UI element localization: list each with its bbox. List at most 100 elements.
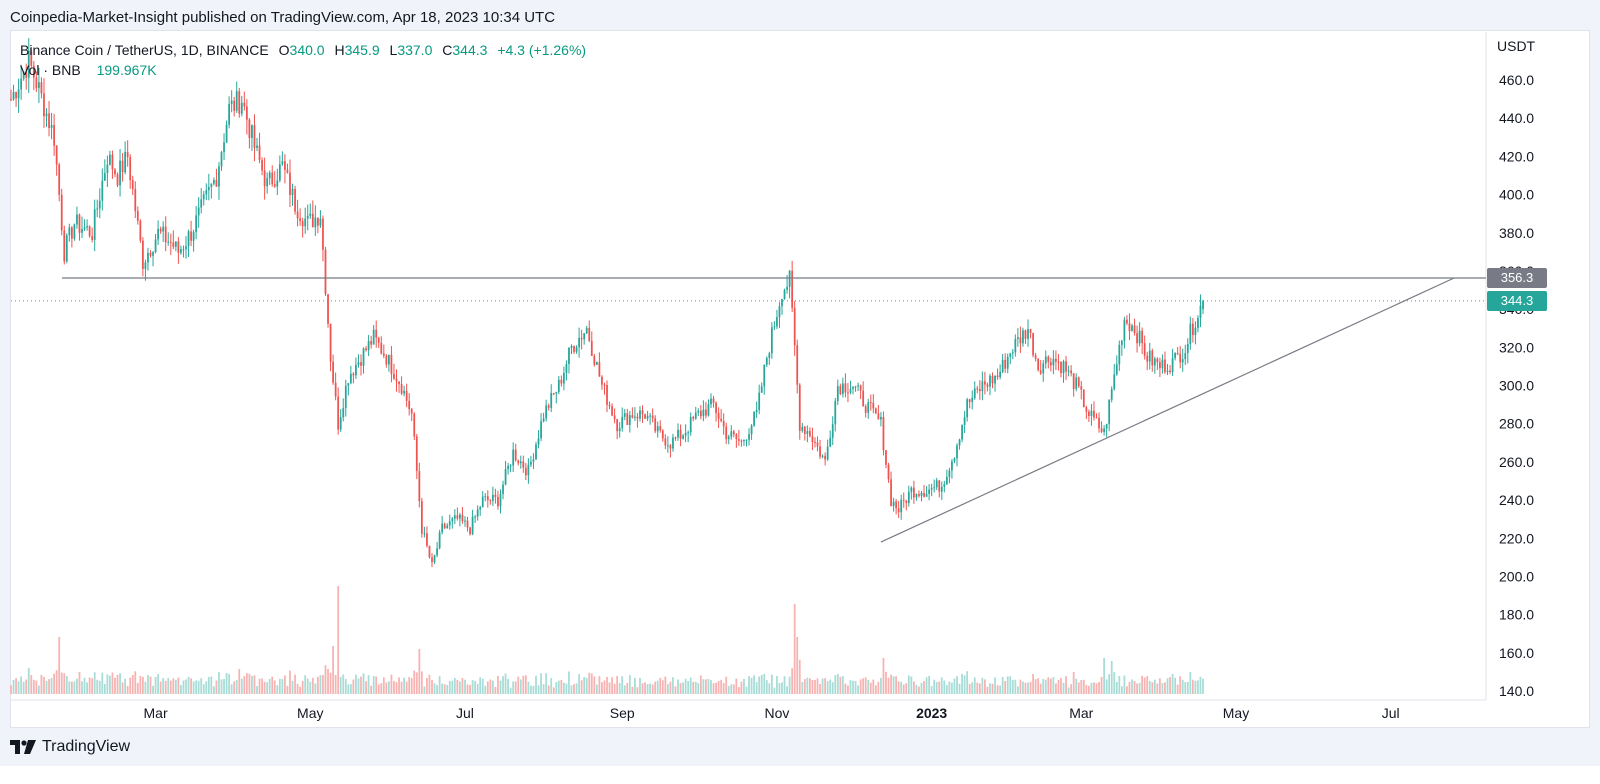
candle-body: [831, 424, 834, 438]
volume-bar: [169, 680, 172, 694]
candle-body: [291, 188, 294, 196]
candle-body: [299, 218, 302, 222]
candle-body: [1103, 428, 1105, 432]
volume-bar: [276, 685, 279, 694]
volume-bar: [963, 675, 966, 694]
candle-body: [443, 523, 446, 529]
candle-body: [646, 415, 649, 419]
volume-bar: [745, 686, 748, 694]
candle-body: [263, 170, 266, 187]
volume-bar: [730, 684, 733, 694]
volume-bar: [720, 679, 723, 694]
resistance-price-label: 356.3: [1487, 268, 1547, 288]
volume-bar: [943, 680, 946, 694]
volume-bar: [1146, 676, 1149, 694]
volume-label[interactable]: Vol · BNB: [20, 62, 81, 78]
volume-bar: [426, 677, 428, 694]
candle-body: [514, 449, 517, 461]
candle-body: [989, 375, 991, 387]
candle-body: [712, 398, 715, 403]
volume-bar: [400, 681, 403, 694]
candle-body: [583, 333, 586, 340]
volume-bar: [1131, 679, 1133, 694]
low-label: L: [389, 42, 398, 58]
volume-bar: [984, 679, 986, 694]
volume-bar: [413, 670, 416, 694]
volume-bar: [172, 678, 175, 694]
volume-bar: [375, 676, 378, 694]
candle-body: [114, 169, 116, 175]
candle-body: [565, 364, 568, 373]
candle-body: [507, 465, 509, 470]
volume-bar: [811, 679, 814, 694]
symbol-text[interactable]: Binance Coin / TetherUS, 1D, BINANCE: [20, 42, 269, 58]
volume-bar: [907, 675, 910, 694]
candle-body: [651, 415, 654, 419]
volume-bar: [40, 674, 43, 694]
volume-bar: [935, 682, 938, 694]
candle-body: [428, 545, 431, 558]
footer: TradingView: [10, 736, 130, 758]
candle-body: [1153, 358, 1156, 366]
volume-bar: [1161, 683, 1164, 694]
tradingview-brand[interactable]: TradingView: [42, 738, 131, 755]
volume-bar: [918, 686, 920, 694]
volume-bar: [48, 679, 50, 694]
candle-body: [420, 501, 423, 534]
candle-body: [725, 426, 728, 440]
volume-bar: [286, 685, 289, 694]
candle-body: [22, 71, 25, 79]
candle-body: [342, 408, 345, 418]
volume-bar: [890, 674, 892, 694]
candle-body: [332, 361, 334, 383]
volume-bar: [446, 684, 449, 694]
volume-bar: [661, 680, 664, 694]
candle-body: [796, 345, 799, 385]
volume-bar: [1024, 682, 1027, 694]
volume-bar: [857, 685, 859, 694]
candle-body: [710, 398, 712, 405]
candle-body: [585, 328, 588, 334]
candle-body: [1159, 362, 1161, 369]
volume-bar: [116, 674, 119, 694]
volume-bar: [694, 681, 697, 694]
volume-bar: [1098, 682, 1100, 694]
volume-bar: [976, 682, 979, 694]
volume-bar: [1141, 675, 1144, 694]
tradingview-logo-icon[interactable]: [10, 740, 36, 754]
volume-bar: [50, 678, 53, 694]
candle-body: [732, 431, 735, 435]
volume-bar: [705, 679, 707, 694]
volume-bar: [618, 683, 621, 694]
candle-body: [10, 99, 12, 101]
volume-bar: [1148, 680, 1151, 694]
volume-bar: [847, 685, 849, 694]
candle-body: [517, 460, 520, 464]
volume-bar: [1171, 674, 1174, 694]
candle-body: [1075, 377, 1078, 389]
volume-bar: [595, 684, 598, 694]
chart-frame[interactable]: [10, 30, 1590, 728]
volume-bar: [902, 684, 905, 694]
candle-body: [446, 525, 449, 529]
candle-body: [1006, 356, 1009, 369]
volume-bar: [205, 681, 208, 694]
candle-body: [994, 375, 996, 384]
volume-bar: [367, 675, 370, 694]
candle-body: [309, 213, 312, 216]
volume-bar: [1191, 679, 1194, 694]
candle-body: [816, 442, 819, 447]
volume-bar: [590, 673, 593, 694]
volume-bar: [743, 678, 745, 694]
volume-bar: [981, 677, 984, 694]
volume-bar: [770, 674, 773, 694]
volume-bar: [248, 673, 251, 694]
candle-body: [365, 348, 367, 351]
candle-body: [938, 480, 941, 492]
candle-body: [923, 492, 925, 497]
candle-body: [12, 92, 15, 100]
volume-bar: [230, 684, 233, 694]
volume-bar: [177, 677, 180, 694]
candle-body: [360, 362, 362, 366]
